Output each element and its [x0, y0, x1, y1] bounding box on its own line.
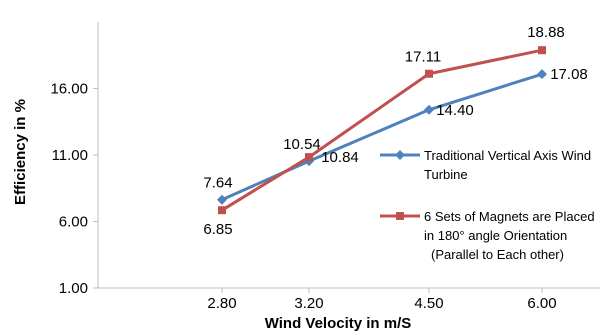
data-label: 10.54 [283, 136, 321, 153]
legend-label: 6 Sets of Magnets are Placed [424, 209, 595, 224]
data-label: 7.64 [203, 175, 232, 192]
series-line [220, 72, 544, 202]
y-tick-label: 11.00 [52, 147, 88, 164]
data-label: 14.40 [436, 102, 474, 119]
legend-item-1: Traditional Vertical Axis Wind Turbine [380, 148, 591, 182]
y-tick-label: 16.00 [50, 81, 88, 98]
x-tick-label: 2.80 [207, 295, 236, 312]
series-2: 6.85 10.84 17.11 18.88 [203, 24, 564, 238]
legend-marker [395, 150, 405, 160]
y-tick-label: 1.00 [59, 280, 88, 297]
data-point [305, 153, 313, 162]
x-tick-label: 3.20 [294, 295, 323, 312]
data-point [425, 69, 433, 78]
data-point [538, 46, 546, 55]
data-point [217, 194, 227, 205]
data-label: 10.84 [321, 149, 359, 166]
data-point [424, 104, 434, 115]
legend-label: Turbine [424, 167, 468, 182]
data-label: 6.85 [203, 221, 232, 238]
series-line [220, 48, 544, 212]
x-tick-label: 6.00 [527, 295, 556, 312]
data-label: 18.88 [527, 24, 565, 41]
data-point [218, 206, 226, 215]
legend-label: (Parallel to Each other) [431, 247, 564, 262]
data-label: 17.11 [405, 49, 441, 66]
y-axis-title: Efficiency in % [12, 99, 29, 205]
legend-label: Traditional Vertical Axis Wind [424, 148, 591, 163]
legend-label: in 180° angle Orientation [424, 228, 567, 243]
series-1: 7.64 10.54 14.40 17.08 [203, 66, 588, 205]
data-point [537, 69, 547, 80]
x-axis-title: Wind Velocity in m/S [265, 315, 412, 332]
legend-marker [396, 212, 404, 220]
legend-item-2: 6 Sets of Magnets are Placed in 180° angl… [380, 209, 595, 262]
x-tick-label: 4.50 [414, 295, 443, 312]
y-tick-label: 6.00 [59, 214, 88, 231]
data-label: 17.08 [550, 66, 588, 83]
